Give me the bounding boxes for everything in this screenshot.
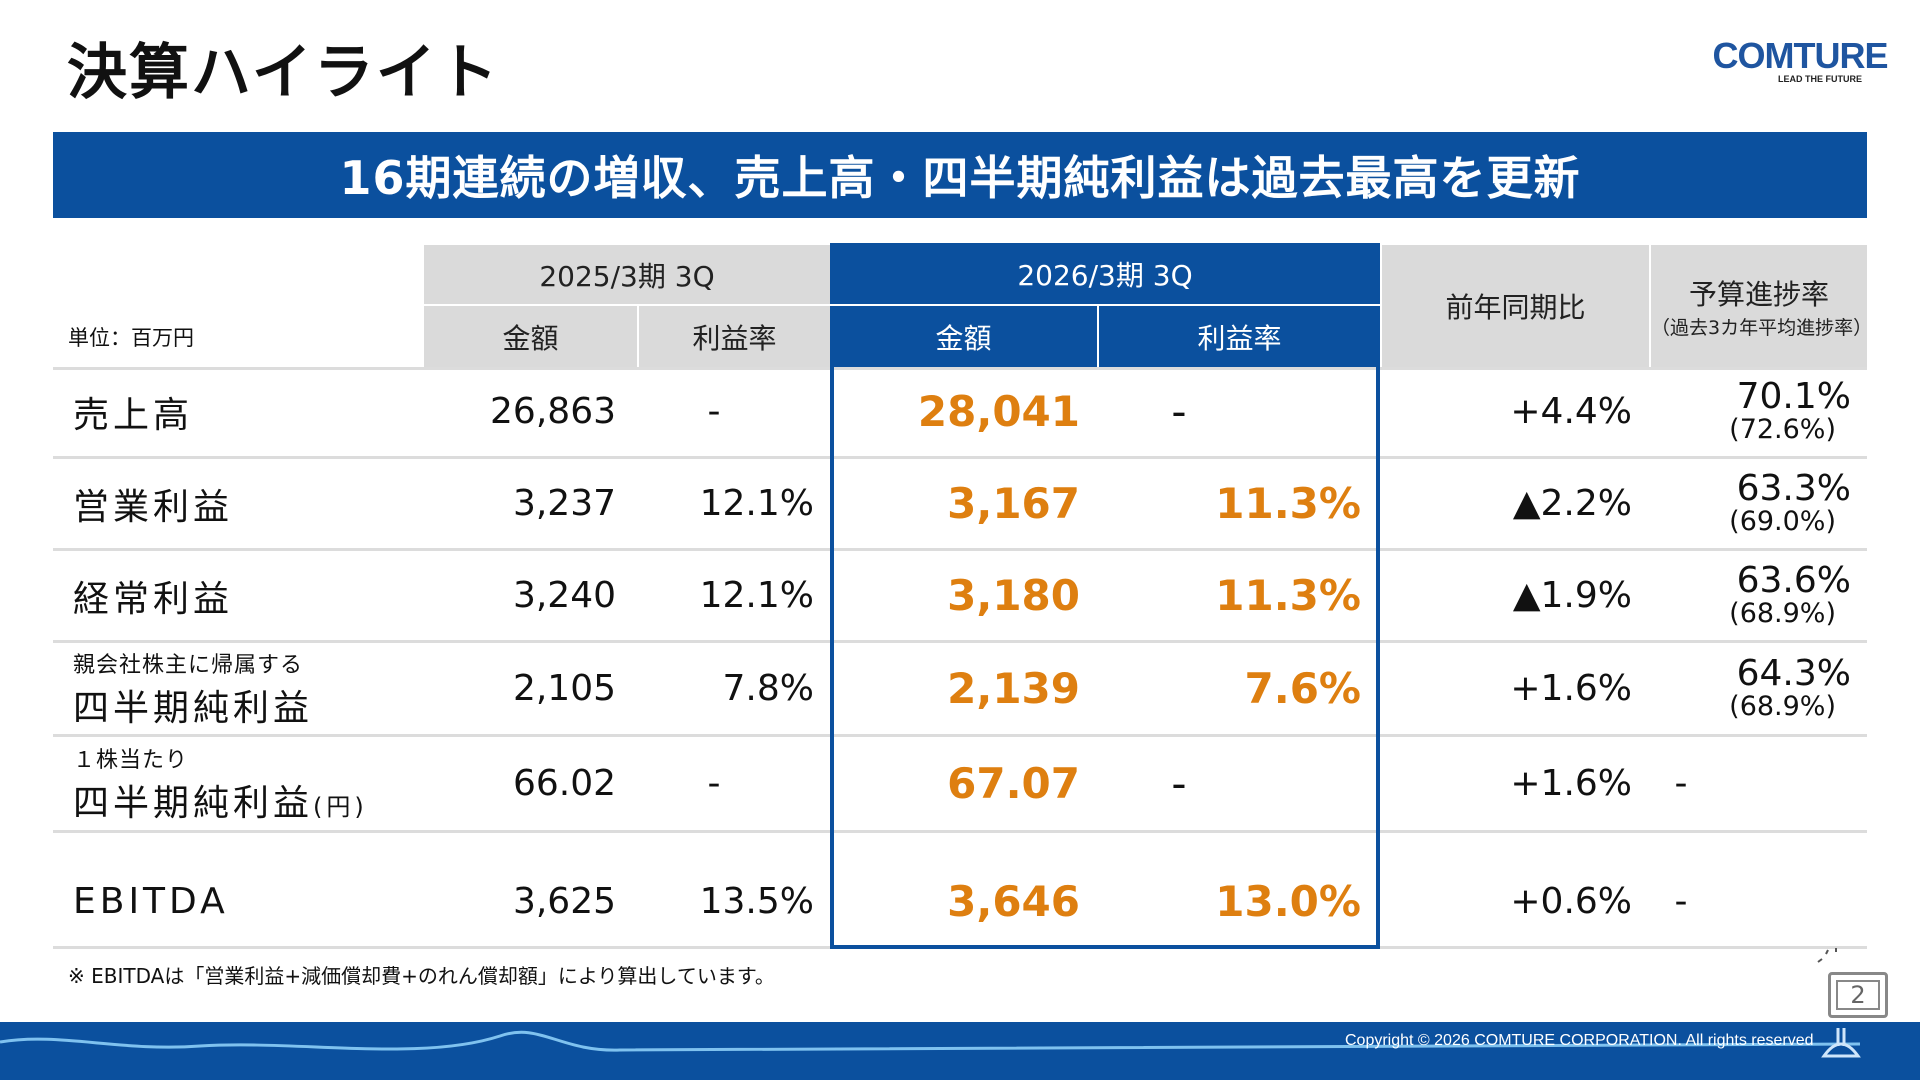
prev-margin-header: 利益率 bbox=[639, 306, 830, 367]
page-number: 2 bbox=[1828, 972, 1888, 1018]
page-title: 決算ハイライト bbox=[67, 38, 500, 108]
logo-tagline: LEAD THE FUTURE bbox=[1778, 74, 1862, 84]
budget-avg: (72.6%) bbox=[1729, 414, 1836, 446]
row-label: １株当たり 四半期純利益(円) bbox=[73, 737, 368, 830]
page-stand-icon bbox=[1817, 948, 1861, 1058]
prev-amount: 3,625 bbox=[512, 881, 616, 922]
curr-amount: 28,041 bbox=[917, 387, 1080, 436]
budget-cell: - bbox=[1674, 881, 1688, 922]
row-label: 親会社株主に帰属する 四半期純利益 bbox=[73, 643, 313, 734]
prev-margin: 7.8% bbox=[722, 668, 814, 709]
comture-logo: COMTURE LEAD THE FUTURE bbox=[1700, 35, 1900, 85]
budget-value: 64.3% bbox=[1736, 653, 1851, 695]
curr-margin: 7.6% bbox=[1244, 664, 1361, 713]
unit-label: 単位：百万円 bbox=[68, 325, 194, 350]
prev-amount: 3,237 bbox=[512, 483, 616, 524]
headline-banner: 16期連続の増収、売上高・四半期純利益は過去最高を更新 bbox=[53, 132, 1867, 218]
budget-cell: - bbox=[1674, 763, 1688, 804]
table-row: 売上高 26,863 - 28,041 - +4.4% 70.1% (72.6%) bbox=[53, 367, 1867, 459]
budget-avg: (69.0%) bbox=[1729, 506, 1836, 538]
row-label-prefix: １株当たり bbox=[73, 747, 189, 773]
prev-amount-header: 金額 bbox=[424, 306, 637, 367]
prev-amount: 66.02 bbox=[512, 763, 616, 804]
yoy-change: ▲1.9% bbox=[1512, 575, 1632, 616]
table-row: 経常利益 3,240 12.1% 3,180 11.3% ▲1.9% 63.6%… bbox=[53, 551, 1867, 643]
budget-header-sub: （過去3カ年平均進捗率） bbox=[1651, 316, 1873, 339]
table-row: EBITDA 3,625 13.5% 3,646 13.0% +0.6% - bbox=[53, 857, 1867, 949]
table-row: 親会社株主に帰属する 四半期純利益 2,105 7.8% 2,139 7.6% … bbox=[53, 643, 1867, 737]
wave-decoration bbox=[0, 1030, 1861, 1052]
budget-cell: 64.3% (68.9%) bbox=[1651, 643, 1851, 734]
row-label-main: 四半期純利益 bbox=[73, 782, 314, 824]
curr-margin: - bbox=[1171, 759, 1187, 808]
prev-margin: - bbox=[707, 391, 721, 432]
budget-value: 70.1% bbox=[1736, 376, 1851, 418]
prev-amount: 3,240 bbox=[512, 575, 616, 616]
row-label-main: 四半期純利益 bbox=[73, 687, 314, 729]
curr-amount-header: 金額 bbox=[830, 306, 1097, 367]
curr-amount: 2,139 bbox=[947, 664, 1080, 713]
prev-margin: 12.1% bbox=[699, 575, 814, 616]
row-label-prefix: 親会社株主に帰属する bbox=[73, 652, 304, 678]
prev-margin: 12.1% bbox=[699, 483, 814, 524]
curr-margin: 11.3% bbox=[1215, 571, 1361, 620]
prev-period-header: 2025/3期 3Q bbox=[424, 245, 830, 304]
prev-margin: - bbox=[707, 763, 721, 804]
row-label: 売上高 bbox=[73, 367, 193, 456]
row-label-main: 売上高 bbox=[73, 394, 194, 436]
curr-period-header: 2026/3期 3Q bbox=[830, 243, 1380, 304]
budget-value: 63.6% bbox=[1736, 560, 1851, 602]
logo-wordmark: COMTURE bbox=[1712, 35, 1889, 76]
table-row: １株当たり 四半期純利益(円) 66.02 - 67.07 - +1.6% - bbox=[53, 737, 1867, 833]
curr-amount: 3,646 bbox=[947, 877, 1080, 926]
table-row: 営業利益 3,237 12.1% 3,167 11.3% ▲2.2% 63.3%… bbox=[53, 459, 1867, 551]
row-label-main: 営業利益 bbox=[73, 486, 234, 528]
yoy-change: +0.6% bbox=[1510, 881, 1632, 922]
copyright: Copyright © 2026 COMTURE CORPORATION. Al… bbox=[1345, 1032, 1814, 1049]
yoy-change: +1.6% bbox=[1510, 668, 1632, 709]
prev-amount: 26,863 bbox=[490, 391, 616, 432]
budget-avg: (68.9%) bbox=[1729, 598, 1836, 630]
footnote: ※ EBITDAは「営業利益+減価償却費+のれん償却額」により算出しています。 bbox=[68, 964, 775, 988]
budget-value: 63.3% bbox=[1736, 468, 1851, 510]
curr-margin-header: 利益率 bbox=[1099, 306, 1380, 367]
row-label: 営業利益 bbox=[73, 459, 233, 548]
curr-amount: 3,180 bbox=[947, 571, 1080, 620]
prev-amount: 2,105 bbox=[512, 668, 616, 709]
prev-margin: 13.5% bbox=[699, 881, 814, 922]
row-label: EBITDA bbox=[73, 857, 229, 946]
curr-margin: 11.3% bbox=[1215, 479, 1361, 528]
yoy-header: 前年同期比 bbox=[1382, 245, 1649, 367]
yoy-change: ▲2.2% bbox=[1512, 483, 1632, 524]
budget-cell: 63.3% (69.0%) bbox=[1651, 459, 1851, 548]
row-label-main: EBITDA bbox=[73, 881, 229, 922]
curr-margin: - bbox=[1171, 387, 1187, 436]
yoy-change: +1.6% bbox=[1510, 763, 1632, 804]
footer-band bbox=[0, 1022, 1920, 1080]
curr-amount: 67.07 bbox=[947, 759, 1080, 808]
curr-amount: 3,167 bbox=[947, 479, 1080, 528]
row-label: 経常利益 bbox=[73, 551, 233, 640]
budget-cell: 70.1% (72.6%) bbox=[1651, 367, 1851, 456]
budget-cell: 63.6% (68.9%) bbox=[1651, 551, 1851, 640]
curr-margin: 13.0% bbox=[1215, 877, 1361, 926]
budget-header-label: 予算進捗率 bbox=[1688, 277, 1829, 311]
budget-avg: (68.9%) bbox=[1729, 691, 1836, 723]
row-label-unit: (円) bbox=[313, 792, 368, 821]
budget-header: 予算進捗率 （過去3カ年平均進捗率） bbox=[1651, 245, 1873, 367]
yoy-change: +4.4% bbox=[1510, 391, 1632, 432]
row-label-main: 経常利益 bbox=[73, 578, 234, 620]
